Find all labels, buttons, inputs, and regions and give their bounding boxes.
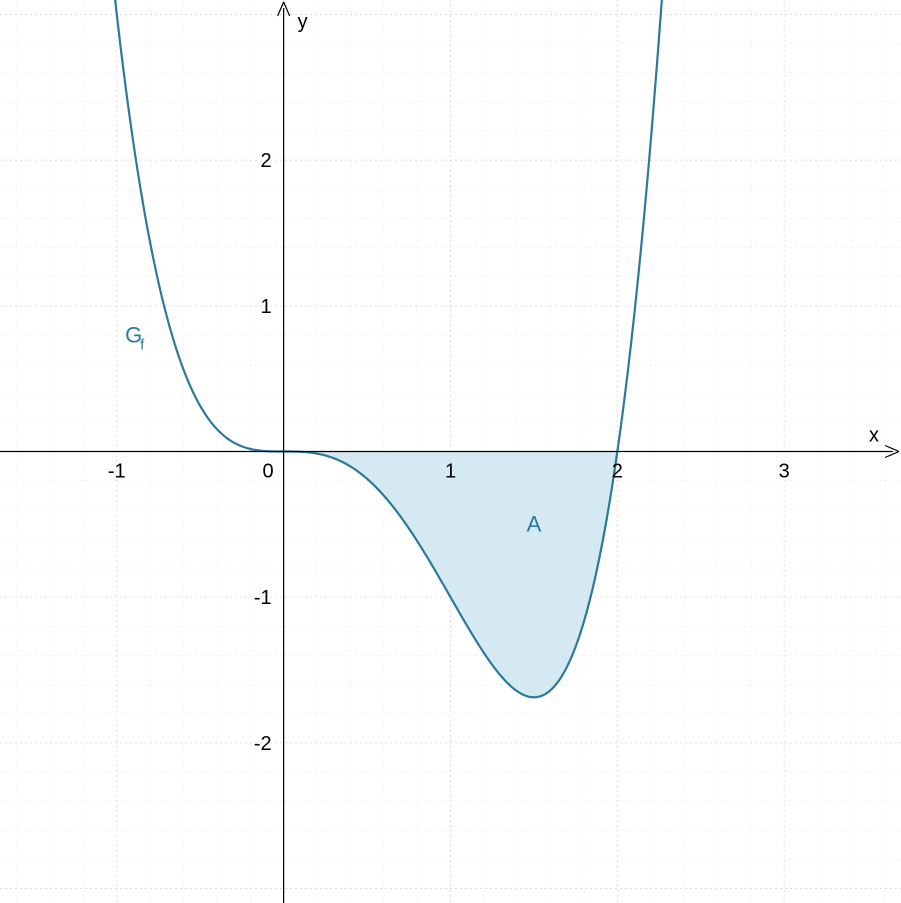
y-tick-label: 1 bbox=[261, 296, 272, 318]
x-axis-label: x bbox=[869, 425, 879, 447]
function-plot: -10123-2-112xyGfA bbox=[0, 0, 901, 903]
x-tick-label: 1 bbox=[445, 461, 456, 483]
x-tick-label: 3 bbox=[779, 461, 790, 483]
x-tick-label: -1 bbox=[108, 461, 126, 483]
x-tick-label: 2 bbox=[612, 461, 623, 483]
x-tick-label: 0 bbox=[263, 461, 274, 483]
y-tick-label: 2 bbox=[261, 150, 272, 172]
y-axis-label: y bbox=[298, 11, 308, 33]
area-label: A bbox=[527, 512, 542, 537]
chart-container: -10123-2-112xyGfA bbox=[0, 0, 901, 903]
y-tick-label: -2 bbox=[254, 733, 272, 755]
y-tick-label: -1 bbox=[254, 587, 272, 609]
